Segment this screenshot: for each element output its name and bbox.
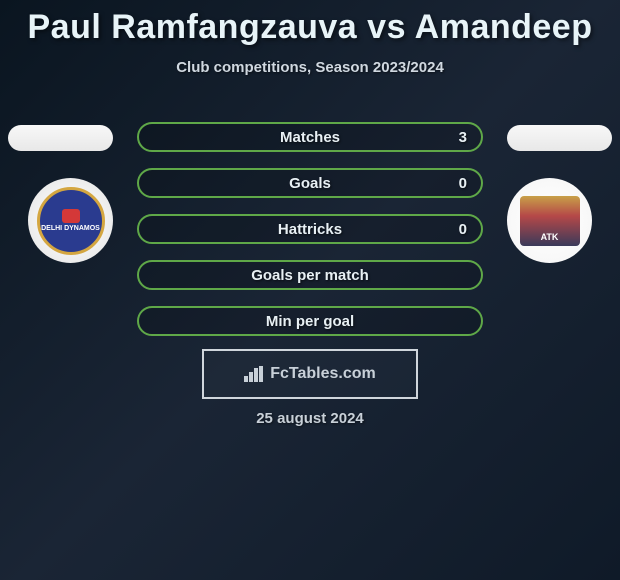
stat-label: Goals per match bbox=[251, 267, 369, 284]
stat-row-gpm: Goals per match bbox=[137, 260, 483, 290]
stat-row-goals: Goals 0 bbox=[137, 168, 483, 198]
stat-value-right: 0 bbox=[459, 221, 467, 238]
stat-value-right: 3 bbox=[459, 129, 467, 146]
stat-row-hattricks: Hattricks 0 bbox=[137, 214, 483, 244]
branding-text: FcTables.com bbox=[270, 365, 376, 383]
stat-row-mpg: Min per goal bbox=[137, 306, 483, 336]
branding-box: FcTables.com bbox=[202, 349, 418, 399]
subtitle: Club competitions, Season 2023/2024 bbox=[0, 59, 620, 76]
left-team-badge: DELHI DYNAMOS bbox=[28, 178, 113, 263]
stat-row-matches: Matches 3 bbox=[137, 122, 483, 152]
stat-label: Hattricks bbox=[278, 221, 342, 238]
stat-value-right: 0 bbox=[459, 175, 467, 192]
stat-label: Goals bbox=[289, 175, 331, 192]
stat-label: Matches bbox=[280, 129, 340, 146]
stats-container: Matches 3 Goals 0 Hattricks 0 Goals per … bbox=[137, 122, 483, 352]
page-title: Paul Ramfangzauva vs Amandeep bbox=[0, 0, 620, 47]
date-text: 25 august 2024 bbox=[0, 410, 620, 427]
right-team-badge: ATK bbox=[507, 178, 592, 263]
left-player-oval bbox=[8, 125, 113, 151]
right-player-oval bbox=[507, 125, 612, 151]
chart-icon bbox=[244, 366, 264, 382]
stat-label: Min per goal bbox=[266, 313, 354, 330]
